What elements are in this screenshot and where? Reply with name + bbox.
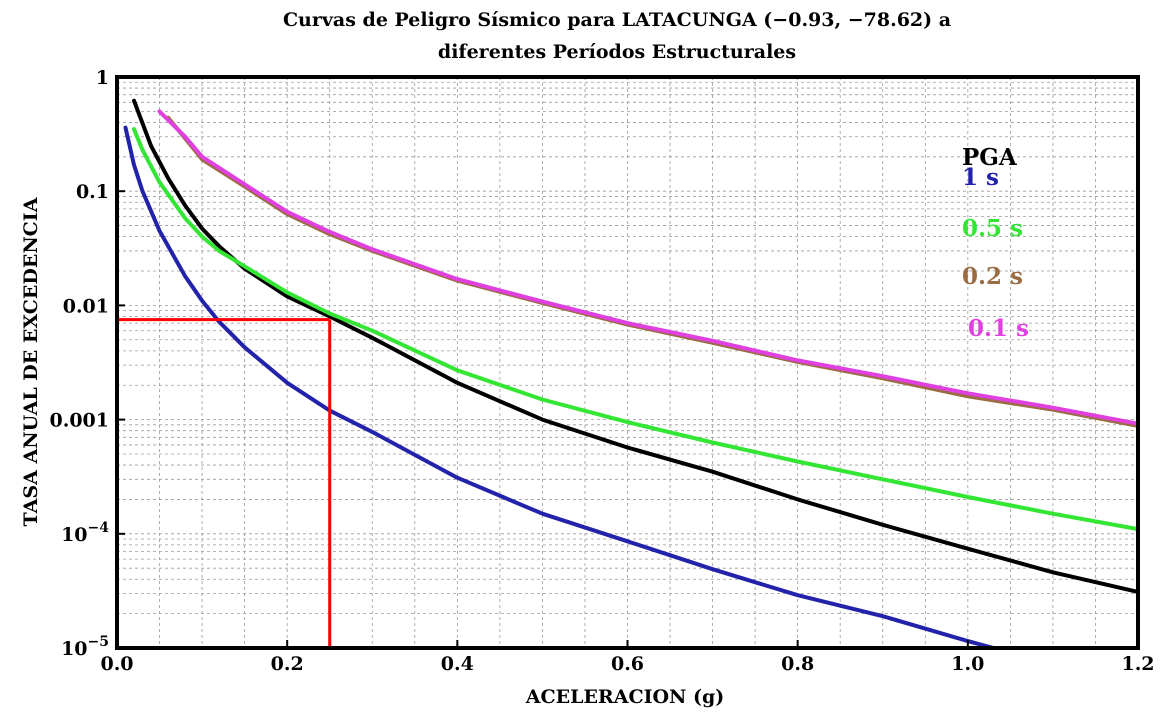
legend-entry-1s: 1 s [962, 164, 999, 191]
y-axis-label: TASA ANUAL DE EXCEDENCIA [20, 197, 42, 526]
x-tick-label: 1.2 [1121, 653, 1154, 675]
legend-entry-0p5s: 0.5 s [962, 215, 1023, 242]
x-tick-label: 0.2 [271, 653, 304, 675]
y-tick-label: 0.1 [76, 181, 109, 203]
legend-entry-pga: PGA [962, 144, 1018, 171]
legend-entry-0p2s: 0.2 s [962, 263, 1023, 290]
y-tick-label: 0.01 [63, 295, 109, 317]
x-tick-label: 0.6 [611, 653, 644, 675]
legend-entry-0p1s: 0.1 s [968, 315, 1029, 342]
y-tick-label: 0.001 [50, 410, 110, 432]
y-tick-label: 10−5 [61, 634, 109, 660]
y-tick-label: 1 [96, 67, 109, 89]
x-tick-label: 0.4 [441, 653, 474, 675]
series-line-1s [123, 125, 996, 650]
x-axis-label: ACELERACION (g) [525, 686, 725, 708]
grid [117, 77, 1138, 648]
x-tick-label: 1.0 [951, 653, 984, 675]
reference-lines [117, 318, 332, 648]
series-lines [123, 98, 1140, 650]
x-tick-label: 0.0 [100, 653, 133, 675]
series-line-0p5s [132, 127, 1140, 532]
y-tick-label: 10−4 [61, 520, 109, 546]
chart-title-line-2: diferentes Períodos Estructurales [438, 41, 796, 63]
series-line-0p1s [157, 109, 1140, 426]
chart-title-line-1: Curvas de Peligro Sísmico para LATACUNGA… [283, 9, 951, 31]
tick-labels: 0.0 0.2 0.4 0.6 0.8 1.0 1.2 1 0.1 0.01 0.001 10−4 10… [50, 67, 1155, 675]
x-tick-label: 0.8 [781, 653, 814, 675]
series-line-pga [132, 98, 1140, 594]
